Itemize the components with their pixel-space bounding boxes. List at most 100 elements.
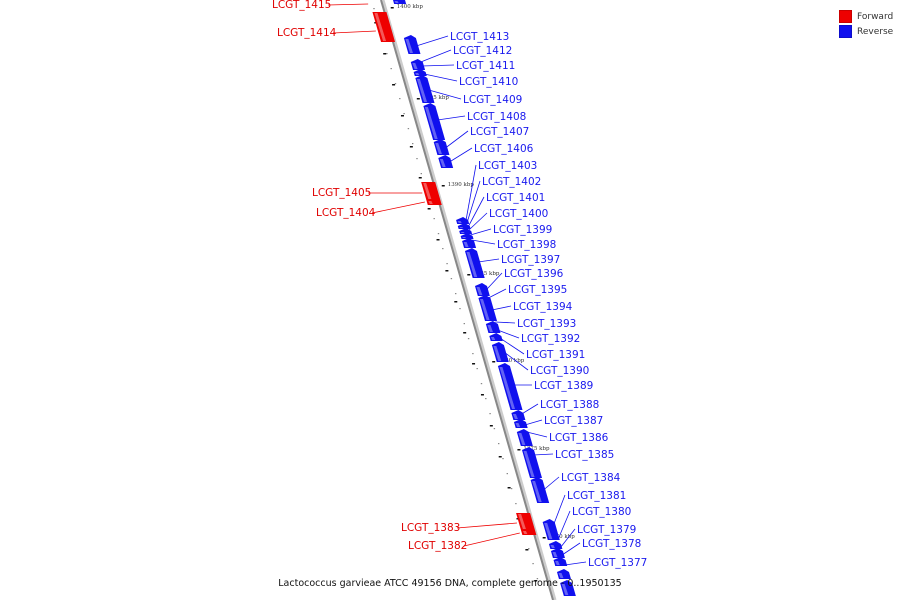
reverse-gene-block — [516, 432, 533, 446]
kbp-label: 1395 kbp — [423, 95, 450, 101]
reverse-gene-block — [433, 142, 450, 155]
reverse-gene-block-shine — [493, 346, 502, 361]
reverse-gene-leader — [424, 73, 458, 82]
reverse-gene-block-shine — [466, 252, 478, 277]
scale-dash — [392, 84, 396, 86]
reverse-gene-block-tip — [516, 429, 529, 432]
reverse-gene-leader — [416, 35, 449, 47]
scale-dash — [427, 208, 431, 210]
forward-gene-label: LCGT_1382 — [408, 540, 467, 552]
scale-dot — [446, 263, 448, 265]
reverse-gene-label: LCGT_1396 — [504, 268, 564, 280]
kbp-tick — [542, 537, 546, 539]
reverse-gene-block-tip — [459, 228, 472, 231]
reverse-gene-block — [410, 62, 426, 70]
scale-dash — [418, 177, 422, 179]
genome-caption: Lactococcus garvieae ATCC 49156 DNA, com… — [278, 578, 622, 589]
reverse-gene-block-shine — [550, 545, 555, 548]
scale-dot — [493, 428, 496, 430]
forward-gene-leader — [456, 522, 517, 529]
kbp-tick — [416, 98, 420, 100]
scale-dot — [411, 143, 414, 145]
kbp-label: 1385 kbp — [473, 271, 500, 277]
scale-dash — [409, 146, 413, 148]
forward-gene-block — [516, 513, 535, 530]
reverse-gene-leader — [533, 453, 554, 456]
forward-gene-shine — [428, 201, 433, 204]
reverse-gene-label: LCGT_1394 — [513, 301, 573, 313]
scale-dot — [403, 113, 405, 115]
reverse-gene-block-shine — [424, 107, 438, 139]
reverse-gene-block-tip — [457, 223, 470, 226]
reverse-gene-leader — [557, 510, 571, 541]
reverse-gene-leader — [497, 329, 520, 339]
scale-dot — [433, 218, 435, 220]
reverse-gene-label: LCGT_1377 — [588, 557, 647, 569]
reverse-gene-label: LCGT_1388 — [540, 399, 599, 411]
scale-dot — [459, 308, 461, 310]
reverse-gene-leader — [553, 494, 566, 526]
reverse-gene-label: LCGT_1406 — [474, 143, 534, 155]
reverse-gene-label: LCGT_1400 — [489, 208, 548, 220]
reverse-gene-block-shine — [476, 287, 483, 295]
scale-dot — [437, 233, 440, 235]
kbp-label: 1380 kbp — [498, 358, 525, 364]
forward-gene-shine — [374, 13, 387, 41]
kbp-tick — [517, 449, 521, 451]
legend: Forward Reverse — [839, 9, 893, 39]
reverse-gene-block-tip — [460, 233, 473, 236]
kbp-label: 1400 kbp — [397, 4, 424, 10]
reverse-gene-block-shine — [523, 451, 535, 477]
reverse-gene-leader — [524, 419, 543, 426]
reverse-gene-block-tip — [542, 519, 555, 522]
reverse-gene-label: LCGT_1399 — [493, 224, 552, 236]
reverse-gene-block — [489, 336, 503, 341]
reverse-gene-block-tip — [462, 238, 475, 241]
forward-gene-label: LCGT_1405 — [312, 187, 371, 199]
reverse-gene-block-tip — [497, 363, 510, 366]
reverse-gene-block — [459, 231, 473, 234]
reverse-gene-block-shine — [412, 63, 418, 69]
reverse-gene-leader — [499, 337, 525, 355]
reverse-gene-label: LCGT_1390 — [530, 365, 589, 377]
reverse-gene-block-tip — [415, 75, 428, 78]
reverse-gene-block — [403, 38, 421, 54]
scale-dash — [472, 363, 476, 365]
reverse-gene-label: LCGT_1397 — [501, 254, 560, 266]
reverse-gene-leader — [561, 542, 581, 556]
scale-dot — [394, 83, 397, 85]
reverse-gene-label: LCGT_1402 — [482, 176, 541, 188]
scale-dash — [489, 425, 493, 427]
scale-dot — [390, 68, 392, 70]
scale-dot — [497, 443, 500, 445]
forward-gene-leader — [327, 3, 369, 6]
reverse-gene-block-shine — [515, 423, 521, 427]
reverse-gene-label: LCGT_1408 — [467, 111, 526, 123]
forward-gene-leader — [332, 30, 376, 34]
reverse-gene-block-shine — [561, 584, 569, 595]
reverse-gene-block-tip — [491, 342, 504, 345]
reverse-gene-leader — [478, 258, 500, 263]
reverse-gene-label: LCGT_1413 — [450, 31, 509, 43]
legend-reverse-label: Reverse — [857, 26, 894, 37]
reverse-gene-block — [423, 106, 446, 140]
reverse-gene-block-shine — [394, 1, 399, 3]
forward-swatch — [839, 10, 852, 23]
backbone-line — [380, 0, 554, 600]
reverse-gene-block-shine — [499, 367, 516, 409]
legend-forward-label: Forward — [857, 11, 894, 22]
reverse-gene-block — [413, 72, 427, 76]
reverse-gene-leader — [468, 212, 488, 231]
reverse-gene-leader — [445, 130, 469, 149]
reverse-gene-leader — [485, 272, 503, 291]
kbp-tick — [390, 7, 394, 9]
reverse-gene-label: LCGT_1398 — [497, 239, 556, 251]
reverse-gene-block-shine — [460, 232, 465, 233]
kbp-tick — [492, 361, 496, 363]
reverse-gene-leader — [521, 403, 539, 415]
reverse-gene-block-tip — [530, 477, 543, 480]
reverse-gene-label: LCGT_1389 — [534, 380, 593, 392]
reverse-gene-block-shine — [544, 523, 553, 539]
reverse-gene-block-shine — [512, 414, 518, 419]
